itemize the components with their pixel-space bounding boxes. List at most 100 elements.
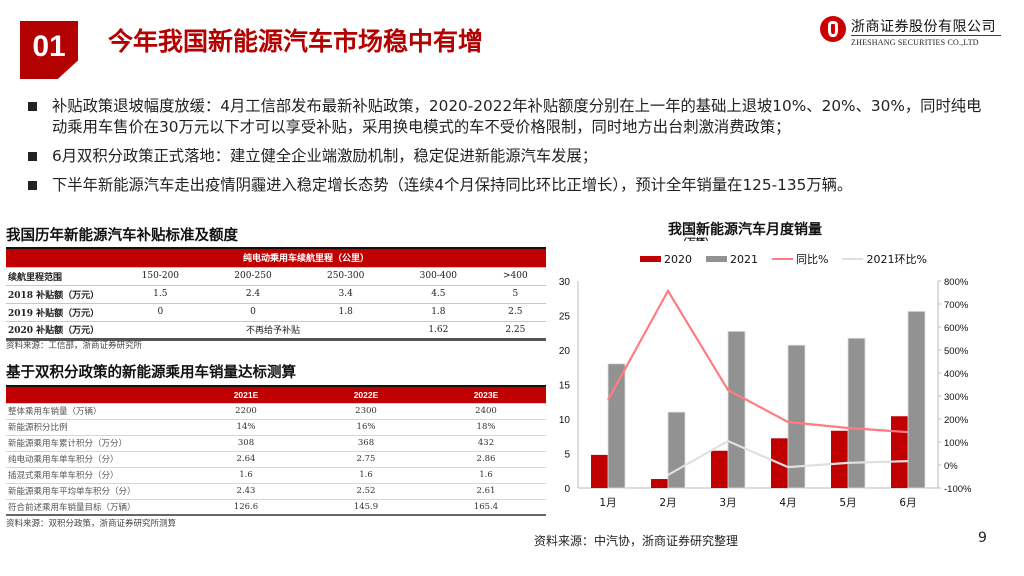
legend-swatch-icon [640, 256, 661, 262]
legend-label: 2021环比% [866, 253, 927, 266]
legend-item-mom: 2021环比% [842, 251, 927, 267]
bar-2020 [711, 450, 728, 488]
table-cell: 1.6 [186, 467, 306, 484]
bullet-item: 6月双积分政策正式落地：建立健全企业端激励机制，稳定促进新能源汽车发展； [28, 146, 988, 167]
table-cell: 1.8 [299, 303, 393, 322]
credit-table-title: 基于双积分政策的新能源乘用车销量达标测算 [6, 365, 296, 381]
legend-label: 同比% [796, 253, 829, 266]
x-tick-label: 2月 [659, 497, 676, 509]
legend-label: 2021 [730, 252, 758, 266]
chart-source: 资料来源：中汽协，浙商证券研究整理 [534, 534, 739, 548]
bullet-text: 下半年新能源汽车走出疫情阴霾进入稳定增长态势（连续4个月保持同比环比正增长），预… [52, 176, 853, 194]
left-tick-label: 30 [559, 277, 571, 288]
table-cell: 3.4 [299, 285, 393, 304]
table-cell: 432 [426, 435, 546, 452]
table-cell: 126.6 [186, 499, 306, 516]
bar-2021 [907, 310, 926, 489]
page-number: 9 [978, 530, 987, 546]
left-tick-label: 5 [564, 450, 570, 461]
subsidy-table: 纯电动乘用车续航里程（公里） 续航里程范围 150-200 200-250 25… [6, 247, 546, 341]
legend-label: 2020 [664, 252, 692, 266]
right-tick-label: 200% [944, 415, 969, 426]
table-cell: 368 [306, 435, 426, 452]
zheshang-logo-icon [820, 16, 846, 42]
bar-2021 [607, 363, 626, 489]
right-tick-label: 100% [944, 438, 969, 449]
table-cell: 0 [206, 303, 300, 322]
logo-chinese-name: 浙商证券股份有限公司 [851, 19, 996, 35]
table-cell: 2.43 [186, 483, 306, 500]
table-row: 插混式乘用车单车积分（分） 1.6 1.6 1.6 [6, 467, 546, 484]
table-cell: 1.62 [392, 321, 485, 341]
table-cell: 2018 补贴额（万元） [6, 285, 114, 304]
bar-2021 [727, 330, 746, 489]
table-cell: 308 [186, 435, 306, 452]
subsidy-table-title: 我国历年新能源汽车补贴标准及额度 [6, 228, 238, 244]
table-cell: 200-250 [206, 267, 300, 286]
bar-2021 [787, 344, 806, 489]
right-tick-label: -100% [944, 484, 972, 495]
table-cell: 2400 [426, 403, 546, 420]
credit-table-source: 资料来源：双积分政策，浙商证券研究所测算 [6, 519, 177, 529]
table-cell: 4.5 [392, 285, 485, 304]
bar-2021 [847, 337, 866, 489]
right-tick-label: 300% [944, 392, 969, 403]
x-tick-label: 5月 [839, 497, 856, 509]
x-tick-label: 1月 [599, 497, 616, 509]
table-cell: 150-200 [114, 267, 207, 286]
table-header-cell: 2023E [426, 385, 546, 404]
right-tick-label: 400% [944, 369, 969, 380]
table-cell: 2.86 [426, 451, 546, 468]
table-cell: 1.6 [306, 467, 426, 484]
table-row: 整体乘用车销量（万辆） 2200 2300 2400 [6, 403, 546, 420]
table-row: 续航里程范围 150-200 200-250 250-300 300-400 >… [6, 267, 546, 286]
table-cell: 新能源积分比例 [6, 419, 186, 436]
legend-item-yoy: 同比% [772, 251, 828, 267]
table-cell: 2.61 [426, 483, 546, 500]
table-cell: 1.5 [114, 285, 207, 304]
table-row: 2020 补贴额（万元） 不再给予补贴 1.62 2.25 [6, 321, 546, 341]
right-tick-label: 0% [944, 461, 958, 472]
logo-divider [851, 35, 1001, 36]
legend-item-2020: 2020 [640, 253, 692, 266]
table-cell: 2.52 [306, 483, 426, 500]
right-tick-label: 500% [944, 346, 969, 357]
table-header-row: 2021E 2022E 2023E [6, 385, 546, 404]
square-bullet-icon [28, 152, 37, 161]
table-cell: 整体乘用车销量（万辆） [6, 403, 186, 420]
legend-line-icon [772, 258, 793, 260]
table-row: 纯电动乘用车单车积分（分） 2.64 2.75 2.86 [6, 451, 546, 468]
table-cell: 0 [114, 303, 207, 322]
table-cell: 纯电动乘用车单车积分（分） [6, 451, 186, 468]
table-row: 新能源乘用车平均单车积分（分） 2.43 2.52 2.61 [6, 483, 546, 500]
monthly-sales-chart: 0 5 10 15 20 25 30 -100% 0% 100% 200% 300% 400% 500% 6… [559, 277, 972, 509]
table-cell: 250-300 [299, 267, 393, 286]
table-row: 符合前述乘用车销量目标（万辆） 126.6 145.9 165.4 [6, 499, 546, 516]
bar-2020 [651, 479, 668, 488]
company-logo: 浙商证券股份有限公司 ZHESHANG SECURITIES CO.,LTD [820, 14, 1005, 48]
table-header-cell: 2022E [306, 385, 426, 404]
legend-line-icon [842, 258, 864, 260]
table-cell: 2200 [186, 403, 306, 420]
page-title: 今年我国新能源汽车市场稳中有增 [108, 27, 484, 56]
table-cell: 插混式乘用车单车积分（分） [6, 467, 186, 484]
left-tick-label: 20 [559, 346, 571, 357]
x-tick-label: 4月 [779, 497, 796, 509]
table-cell: 续航里程范围 [6, 267, 114, 286]
bullet-item: 下半年新能源汽车走出疫情阴霾进入稳定增长态势（连续4个月保持同比环比正增长），预… [28, 175, 988, 196]
credit-table: 2021E 2022E 2023E 整体乘用车销量（万辆） 2200 2300 … [6, 385, 546, 516]
left-tick-label: 15 [559, 381, 571, 392]
bar-2020 [891, 416, 908, 488]
table-cell: 2020 补贴额（万元） [6, 321, 114, 341]
table-cell: 1.6 [426, 467, 546, 484]
table-cell: 14% [186, 419, 306, 436]
table-cell: 16% [306, 419, 426, 436]
logo-english-name: ZHESHANG SECURITIES CO.,LTD [851, 38, 979, 47]
table-cell: 18% [426, 419, 546, 436]
bar-2020 [831, 430, 848, 488]
left-tick-label: 10 [559, 415, 571, 426]
right-tick-label: 700% [944, 300, 969, 311]
table-cell: 2019 补贴额（万元） [6, 303, 114, 322]
chart-title: 我国新能源汽车月度销量 [668, 222, 822, 238]
bullet-list: 补贴政策退坡幅度放缓：4月工信部发布最新补贴政策，2020-2022年补贴额度分… [28, 96, 988, 204]
